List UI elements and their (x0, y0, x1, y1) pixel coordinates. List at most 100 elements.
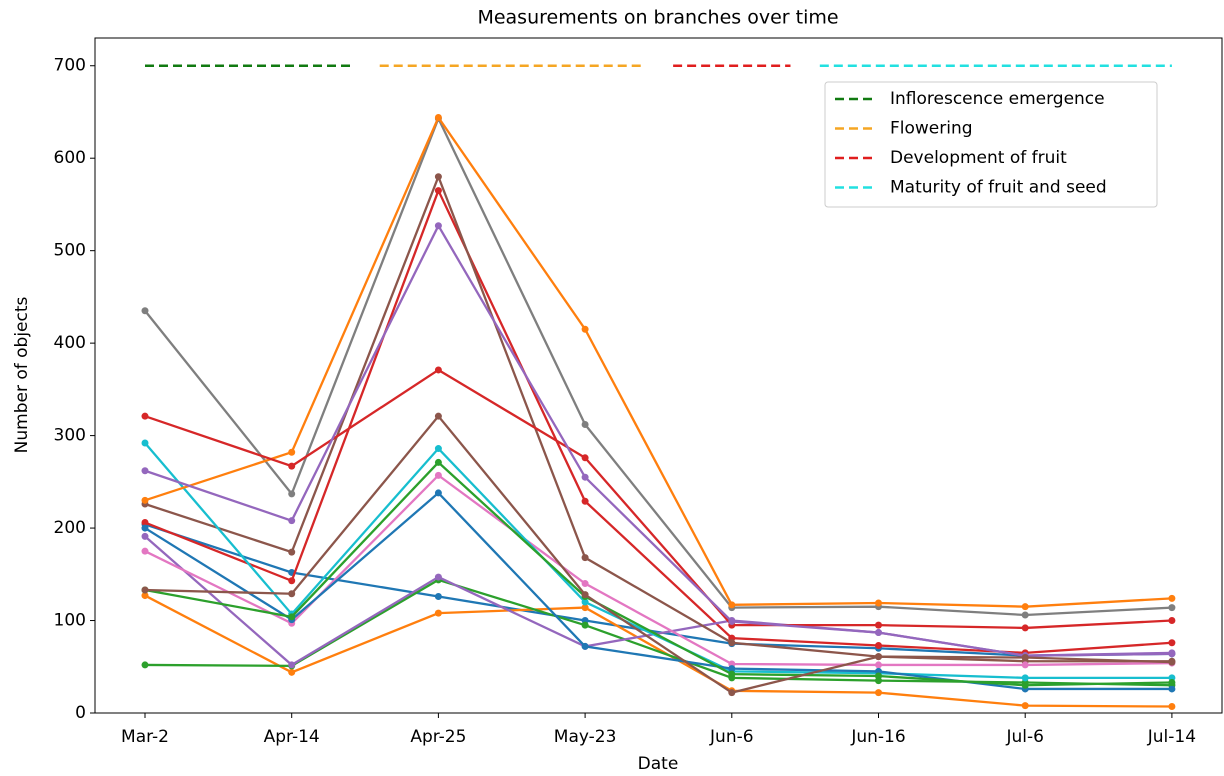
point (288, 613, 296, 621)
point (728, 670, 736, 678)
y-tick-label: 400 (54, 333, 86, 353)
point (288, 517, 296, 525)
point (434, 173, 442, 181)
point (1021, 611, 1029, 619)
y-tick-label: 300 (54, 426, 86, 446)
y-tick-label: 100 (54, 611, 86, 631)
x-tick-label: Jun-6 (709, 727, 754, 747)
point (1168, 658, 1176, 666)
point (1021, 702, 1029, 710)
point (434, 609, 442, 617)
point (1168, 685, 1176, 693)
point (434, 573, 442, 581)
y-tick-label: 200 (54, 518, 86, 538)
series-line (144, 414, 1172, 694)
point (288, 661, 296, 669)
x-tick-label: Jun-16 (850, 727, 905, 747)
point (141, 307, 149, 315)
point (434, 445, 442, 453)
point (141, 532, 149, 540)
y-axis-label: Number of objects (12, 296, 32, 453)
point (1021, 674, 1029, 682)
point (141, 524, 149, 532)
point (581, 598, 589, 606)
point (141, 661, 149, 669)
legend-box (824, 81, 1158, 208)
series-line (144, 594, 1172, 708)
point (434, 222, 442, 230)
point (141, 496, 149, 504)
x-tick-label: Jul-14 (1147, 727, 1196, 747)
point (875, 629, 882, 637)
point (728, 689, 736, 697)
point (288, 490, 296, 498)
point (288, 577, 296, 585)
point (581, 473, 589, 481)
point (1168, 617, 1176, 625)
point (1021, 654, 1029, 662)
point (581, 642, 589, 650)
point (434, 187, 442, 195)
point (434, 471, 442, 479)
series-line (144, 173, 1172, 663)
point (875, 672, 882, 680)
series-line (144, 115, 1172, 617)
point (875, 661, 882, 669)
point (288, 590, 296, 598)
point (434, 592, 442, 600)
point (288, 462, 296, 470)
point (875, 621, 882, 629)
point (875, 642, 882, 649)
point (1168, 604, 1176, 612)
series-line (144, 115, 1172, 608)
point (1168, 639, 1176, 647)
point (141, 519, 149, 527)
plot-area (94, 37, 1223, 714)
chart-title: Measurements on branches over time (477, 7, 838, 29)
point (1168, 703, 1176, 711)
point (141, 592, 149, 600)
point (728, 601, 736, 609)
y-tick-label: 600 (54, 148, 86, 168)
point (434, 412, 442, 420)
point (434, 458, 442, 466)
series-line (144, 223, 1172, 657)
legend-label: Development of fruit (890, 148, 1067, 168)
point (288, 548, 296, 556)
x-tick-label: Apr-14 (264, 727, 320, 747)
point (1021, 603, 1029, 611)
x-tick-label: Jul-6 (1005, 727, 1043, 747)
point (434, 114, 442, 122)
legend-label: Flowering (890, 119, 973, 139)
point (141, 412, 149, 420)
point (1021, 661, 1029, 669)
x-tick-label: Mar-2 (121, 727, 169, 747)
series-line (144, 368, 1172, 630)
point (288, 448, 296, 456)
point (1168, 678, 1176, 686)
point (141, 547, 149, 555)
point (1168, 594, 1176, 602)
series-line (144, 442, 1172, 680)
point (581, 591, 589, 599)
x-tick-label: Apr-25 (410, 727, 466, 747)
point (581, 580, 589, 588)
point (875, 599, 882, 607)
point (581, 454, 589, 462)
series-line (144, 523, 1172, 657)
legend-label: Maturity of fruit and seed (890, 178, 1107, 198)
point (1021, 681, 1029, 689)
series-line (144, 460, 1172, 687)
point (141, 467, 149, 475)
point (728, 639, 736, 647)
point (581, 421, 589, 429)
point (875, 689, 882, 697)
y-tick-label: 500 (54, 241, 86, 261)
x-tick-label: May-23 (554, 727, 617, 747)
point (581, 604, 589, 612)
point (141, 439, 149, 447)
point (434, 489, 442, 497)
point (1168, 649, 1176, 657)
point (875, 653, 882, 661)
